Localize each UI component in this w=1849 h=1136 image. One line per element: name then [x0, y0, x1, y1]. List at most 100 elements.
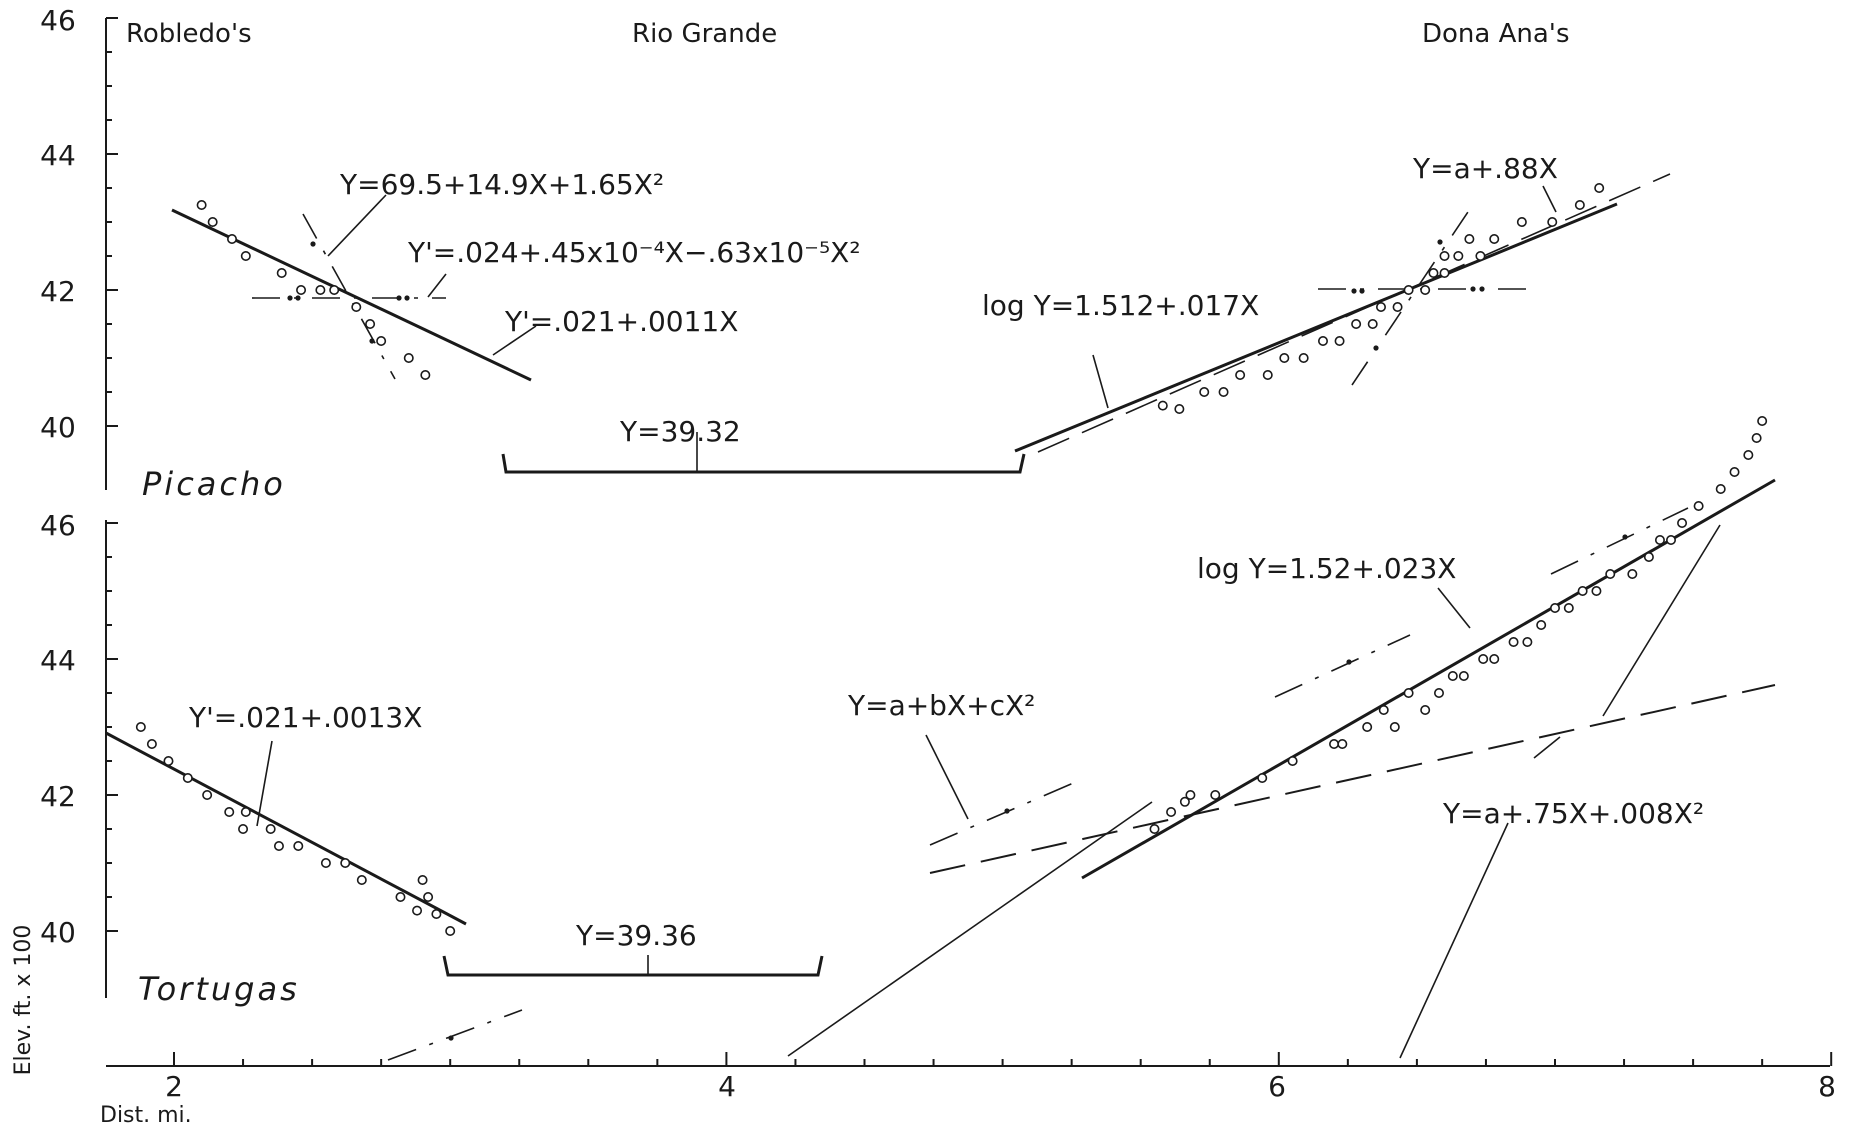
data-point [276, 267, 287, 278]
data-point [1337, 738, 1348, 749]
data-point [1218, 386, 1229, 397]
data-point [1279, 352, 1290, 363]
data-point [207, 217, 218, 228]
data-point [1287, 755, 1298, 766]
data-point [1550, 602, 1561, 613]
data-point [1439, 251, 1450, 262]
data-point [1389, 721, 1400, 732]
data-point [1594, 183, 1605, 194]
data-point [182, 772, 193, 783]
location-label: Robledo's [126, 19, 252, 49]
data-point [1508, 636, 1519, 647]
data-point [1185, 789, 1196, 800]
data-point [412, 905, 423, 916]
band-segment-4 [387, 1009, 523, 1061]
data-point [1317, 335, 1328, 346]
data-point [315, 284, 326, 295]
data-point [273, 840, 284, 851]
data-point [1235, 369, 1246, 380]
data-point [1464, 234, 1475, 245]
quadratic-fit-dashed [929, 684, 1776, 874]
data-point [1210, 789, 1221, 800]
data-point [1591, 585, 1602, 596]
data-point [240, 251, 251, 262]
data-point [420, 369, 431, 380]
fit-label: Y'=.024+.45x10⁻⁴X−.63x10⁻⁵X² [407, 236, 861, 269]
data-point [202, 789, 213, 800]
data-point [1149, 823, 1160, 834]
data-point [1179, 796, 1190, 807]
data-point [1403, 284, 1414, 295]
top-y-tick-label: 44 [40, 139, 76, 172]
band-segment-3 [1550, 507, 1689, 575]
confidence-band-steep-right [1351, 205, 1473, 386]
fit-line-dona-ana [1014, 202, 1618, 453]
bottom-fit-lines [105, 478, 1776, 1061]
data-point [1643, 551, 1654, 562]
data-point [1516, 217, 1527, 228]
data-point [376, 335, 387, 346]
data-point [431, 908, 442, 919]
data-point [1420, 704, 1431, 715]
data-point [1392, 301, 1403, 312]
data-point [1262, 369, 1273, 380]
fit-label: Y'=.021+.0011X [504, 305, 738, 338]
bottom-leaders [256, 524, 1721, 1059]
bottom-y-tick-label: 40 [40, 916, 76, 949]
data-point [1605, 568, 1616, 579]
location-label: Dona Ana's [1422, 19, 1570, 49]
data-point [1157, 400, 1168, 411]
top-y-tick-label: 46 [40, 4, 76, 37]
band-segment-1 [929, 780, 1079, 846]
data-point [1458, 670, 1469, 681]
data-point [240, 806, 251, 817]
data-point [403, 352, 414, 363]
data-points [135, 183, 1768, 936]
data-point [1334, 335, 1345, 346]
fit-label: Y'=.021+.0013X [188, 701, 422, 734]
data-point [1489, 234, 1500, 245]
confidence-band-steep [302, 213, 396, 380]
data-point [1478, 653, 1489, 664]
data-point [1627, 568, 1638, 579]
fit-line-robledo-bottom [105, 731, 467, 926]
fit-line-dona-ana-bottom [1081, 478, 1776, 880]
fit-label: Y=39.36 [575, 919, 697, 952]
data-point [1329, 738, 1340, 749]
data-point [265, 823, 276, 834]
data-point [445, 925, 456, 936]
data-point [1751, 432, 1762, 443]
y-axis-label: Elev. ft. x 100 [11, 925, 36, 1076]
data-point [1453, 251, 1464, 262]
bottom-y-tick-label: 46 [40, 509, 76, 542]
data-point [1375, 301, 1386, 312]
data-point [1298, 352, 1309, 363]
data-point [1439, 267, 1450, 278]
data-point [227, 234, 238, 245]
band-segment-2 [1274, 634, 1411, 698]
x-tick-label: 4 [718, 1070, 736, 1103]
top-band-markers [287, 239, 1485, 351]
data-point [1362, 721, 1373, 732]
data-point [1693, 500, 1704, 511]
panel-label-picacho: Picacho [142, 465, 286, 503]
data-point [1378, 704, 1389, 715]
data-point [1729, 466, 1740, 477]
panel-label-tortugas: Tortugas [138, 970, 300, 1008]
data-point [340, 857, 351, 868]
data-point [1654, 534, 1665, 545]
data-point [1757, 415, 1768, 426]
data-point [146, 738, 157, 749]
data-point [329, 284, 340, 295]
fit-label: Y=a+.75X+.008X² [1442, 797, 1704, 830]
data-point [1403, 687, 1414, 698]
bracket-rio-grande-top [501, 453, 1026, 474]
data-point [1420, 284, 1431, 295]
data-point [293, 840, 304, 851]
x-tick-label: 2 [165, 1070, 183, 1103]
data-point [238, 823, 249, 834]
bottom-y-tick-label: 44 [40, 644, 76, 677]
data-point [351, 301, 362, 312]
data-point [320, 857, 331, 868]
data-point [423, 891, 434, 902]
